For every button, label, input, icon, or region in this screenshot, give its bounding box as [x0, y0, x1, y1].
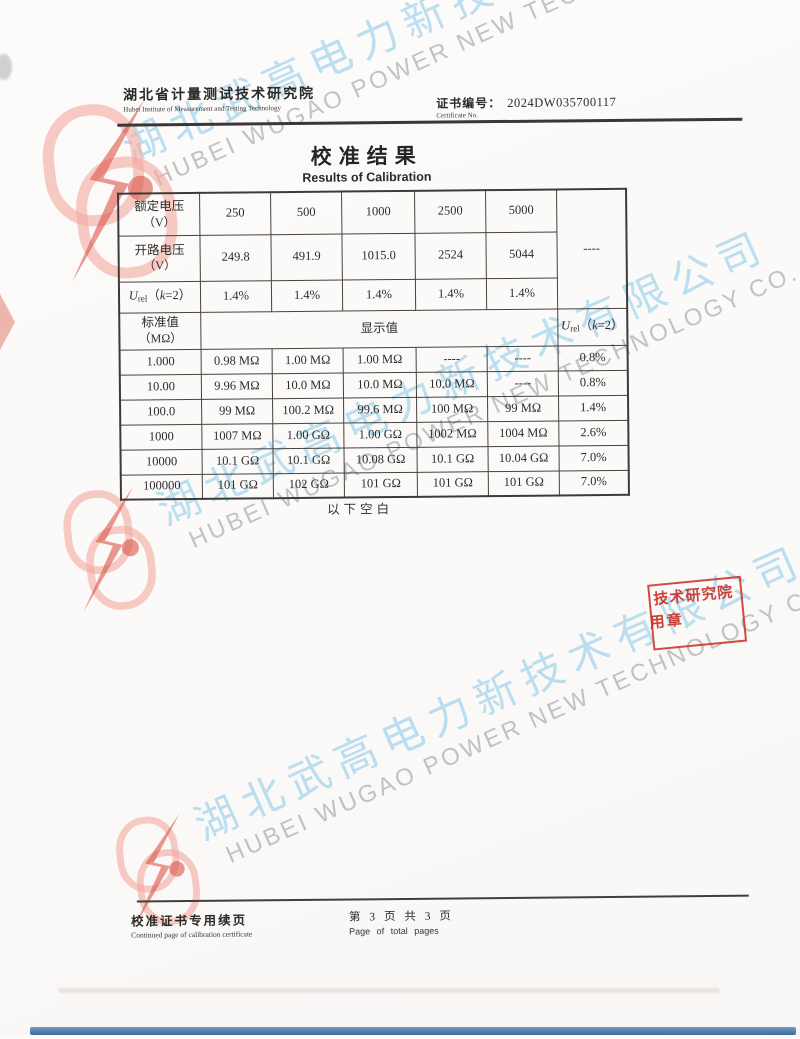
table-cell: 10.04 GΩ — [487, 445, 560, 472]
red-seal-stamp: 技术研究院 用章 — [647, 575, 748, 651]
certificate-number-label: 证书编号： — [436, 96, 502, 111]
table-cell: 2524 — [414, 232, 487, 279]
table-cell: 10.08 GΩ — [343, 446, 418, 473]
table-cell: 10.0 MΩ — [343, 371, 417, 398]
issuer-block: 湖北省计量测试技术研究院 Hubei Institute of Measurem… — [123, 83, 315, 114]
standard-value-cell: 1000 — [120, 423, 203, 450]
table-cell: 1.4% — [486, 277, 558, 310]
standard-value-cell: 100.0 — [120, 398, 202, 425]
bottom-scrollbar[interactable] — [30, 1027, 796, 1035]
merged-dash-cell: ---- — [556, 188, 628, 309]
table-cell: 1.00 GΩ — [343, 421, 417, 448]
table-cell: 1004 MΩ — [487, 420, 559, 447]
table-cell: 2500 — [414, 190, 486, 233]
table-cell: 1.4% — [342, 278, 416, 311]
page-number-cn: 第 3 页 共 3 页 — [348, 910, 454, 924]
table-cell: 9.96 MΩ — [201, 373, 273, 399]
table-cell: 99 MΩ — [487, 395, 559, 422]
table-cell: 5044 — [485, 231, 558, 279]
table-cell: 101 GΩ — [344, 471, 418, 498]
table-cell: ---- — [416, 346, 488, 372]
uncertainty-cell: 0.8% — [558, 369, 629, 396]
calibration-results-table: 额定电压 （V） 250 500 1000 2500 5000 ---- 开路电… — [117, 187, 630, 501]
table-cell: 99.6 MΩ — [343, 396, 417, 423]
table-cell: 101 GΩ — [202, 473, 274, 499]
uncertainty-cell: 2.6% — [558, 419, 629, 446]
table-cell: 10.0 MΩ — [272, 372, 344, 399]
uncertainty-cell: 7.0% — [558, 444, 629, 471]
footer-divider-line — [136, 894, 749, 903]
table-cell: 249.8 — [199, 234, 272, 281]
issuer-name-en: Hubei Institute of Measurement and Testi… — [123, 104, 282, 114]
table-cell: 1015.0 — [341, 232, 416, 280]
table-cell: 101 GΩ — [417, 471, 489, 497]
uncertainty-cell: 0.8% — [558, 344, 628, 371]
continued-page-label-cn: 校准证书专用续页 — [130, 913, 248, 929]
table-cell: 1002 MΩ — [416, 421, 488, 447]
table-cell: 5000 — [485, 189, 557, 233]
table-cell: 10.1 GΩ — [416, 446, 489, 472]
table-cell: 99 MΩ — [201, 398, 273, 424]
table-cell: 1.00 MΩ — [343, 346, 417, 373]
table-cell: 102 GΩ — [273, 472, 345, 499]
row-header-cell: 额定电压 （V） — [118, 192, 200, 236]
header-divider-line — [117, 117, 743, 127]
table-cell: 1007 MΩ — [201, 423, 273, 449]
page-number-en: Page of total pages — [349, 925, 439, 937]
continued-page-label-en: Continued page of calibration certificat… — [131, 929, 253, 940]
table-cell: 100 MΩ — [416, 396, 488, 422]
table-cell: ---- — [487, 345, 559, 372]
row-header-cell: 标准值 （MΩ） — [119, 311, 202, 350]
footer-left-block: 校准证书专用续页 Continued page of calibration c… — [131, 909, 252, 939]
table-cell: 1000 — [341, 190, 415, 234]
page-title: 校准结果 — [310, 144, 423, 169]
blank-below-note: 以下空白 — [327, 502, 394, 517]
display-value-header-cell: 显示值 — [200, 308, 559, 349]
row-header-cell: 开路电压 （V） — [118, 234, 201, 282]
table-cell: 10.1 GΩ — [272, 447, 345, 474]
table-cell: 1.00 GΩ — [272, 422, 344, 449]
voltage-uncertainty-row: Urel（k=2） 1.4% 1.4% 1.4% 1.4% 1.4% — [118, 277, 627, 313]
resistance-header-row: 标准值 （MΩ） 显示值 Urel（k=2） — [119, 307, 628, 350]
table-cell: 10.0 MΩ — [416, 371, 488, 397]
table-cell: 1.4% — [200, 280, 272, 312]
table-cell: 10.1 GΩ — [202, 448, 274, 474]
standard-value-cell: 1.000 — [119, 348, 202, 375]
table-cell: 1.00 MΩ — [272, 347, 344, 374]
table-cell: 1.4% — [271, 279, 343, 312]
table-cell: 500 — [270, 191, 342, 235]
rated-voltage-row: 额定电压 （V） 250 500 1000 2500 5000 ---- — [118, 188, 628, 309]
page-number-block: 第 3 页 共 3 页 Page of total pages — [349, 908, 454, 937]
certificate-number-value: 2024DW035700117 — [507, 94, 617, 110]
uncertainty-header-cell: Urel（k=2） — [557, 307, 628, 346]
standard-value-cell: 10000 — [120, 448, 203, 475]
open-circuit-voltage-row: 开路电压 （V） 249.8 491.9 1015.0 2524 5044 — [118, 231, 626, 282]
issuer-name-cn: 湖北省计量测试技术研究院 — [123, 84, 316, 103]
standard-value-cell: 10.00 — [119, 373, 202, 400]
table-cell: 101 GΩ — [488, 470, 560, 497]
table-cell: 0.98 MΩ — [201, 348, 273, 374]
table-cell: 1.4% — [415, 278, 487, 310]
uncertainty-cell: 1.4% — [558, 394, 629, 421]
table-cell: ---- — [487, 370, 559, 397]
table-cell: 250 — [199, 192, 271, 235]
table-row: 100000 101 GΩ 102 GΩ 101 GΩ 101 GΩ 101 G… — [120, 469, 629, 500]
certificate-number-block: 证书编号： 2024DW035700117 Certificate No. — [436, 93, 616, 120]
table-cell: 100.2 MΩ — [272, 397, 344, 424]
uncertainty-cell: 7.0% — [559, 469, 629, 496]
standard-value-cell: 100000 — [120, 473, 203, 500]
table-cell: 491.9 — [270, 233, 343, 281]
row-header-cell: Urel（k=2） — [118, 280, 201, 313]
